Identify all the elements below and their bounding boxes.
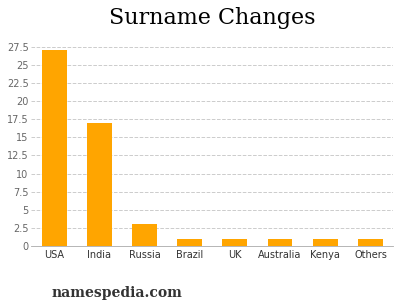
Bar [222,239,247,246]
Text: namespedia.com: namespedia.com [52,286,183,300]
Bar [358,239,383,246]
Title: Surname Changes: Surname Changes [109,7,316,29]
Bar [268,239,292,246]
Bar [313,239,338,246]
Bar [177,239,202,246]
Bar [87,123,112,246]
Bar [132,224,157,246]
Bar [42,50,66,246]
